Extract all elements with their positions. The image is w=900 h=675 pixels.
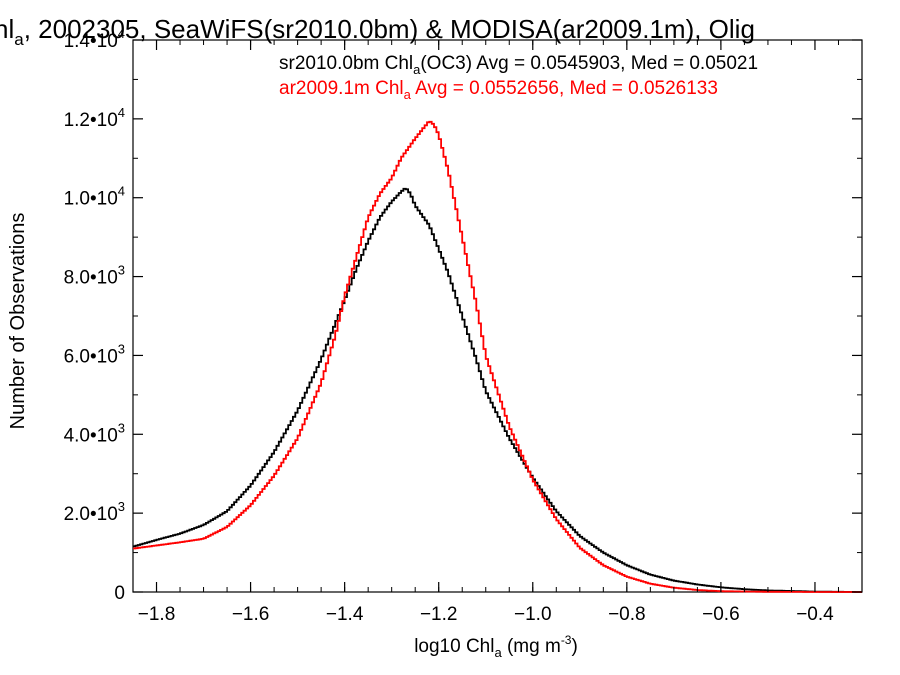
- chart-title-lead: hl: [0, 14, 14, 44]
- x-tick-label: −0.6: [702, 604, 740, 625]
- series-line-2: [133, 120, 862, 593]
- y-tick-label: 0: [114, 583, 125, 604]
- plot-frame: [132, 39, 863, 593]
- legend-entry-1: sr2010.0bm Chla(OC3) Avg = 0.0545903, Me…: [279, 53, 758, 77]
- legend: sr2010.0bm Chla(OC3) Avg = 0.0545903, Me…: [279, 53, 758, 102]
- y-axis-label: Number of Observations: [7, 213, 29, 430]
- x-tick-label: −1.4: [326, 604, 364, 625]
- y-tick-label: 1.0•104: [64, 184, 125, 210]
- chart-title: hla, 2002305, SeaWiFS(sr2010.0bm) & MODI…: [0, 14, 755, 49]
- y-tick-label: 1.4•104: [64, 26, 125, 52]
- x-axis-label: log10 Chla (mg m-3): [414, 633, 578, 660]
- x-tick-label: −0.8: [608, 604, 646, 625]
- y-tick-label: 6.0•103: [64, 341, 125, 367]
- axes-layer: −1.8 −1.6 −1.4 −1.2 −1.0 −0.8 −0.6 −0.4 0 2.0•103…: [64, 26, 863, 625]
- x-axis-label-mid: (mg m: [502, 636, 561, 657]
- x-tick-label: −1.0: [514, 604, 552, 625]
- plot-area: [132, 39, 863, 593]
- x-axis-label-sub: a: [494, 645, 502, 660]
- y-tick-label: 4.0•103: [64, 420, 125, 446]
- chart-title-rest: , 2002305, SeaWiFS(sr2010.0bm) & MODISA(…: [24, 14, 755, 44]
- x-tick-label: −1.6: [232, 604, 270, 625]
- y-tick-label: 8.0•103: [64, 263, 125, 289]
- y-tick-label: 2.0•103: [64, 499, 125, 525]
- x-tick-label: −1.8: [138, 604, 176, 625]
- series-line-1: [133, 187, 862, 593]
- x-axis-label-post: ): [571, 636, 577, 657]
- x-tick-label: −1.2: [420, 604, 458, 625]
- x-tick-label: −0.4: [796, 604, 834, 625]
- chart-title-lead-subscript: a: [14, 30, 24, 49]
- x-axis-label-sup: -3: [561, 633, 572, 647]
- y-tick-label: 1.2•104: [64, 105, 125, 131]
- series-layer: [133, 120, 862, 593]
- legend-entry-2: ar2009.1m Chla Avg = 0.0552656, Med = 0.…: [279, 78, 718, 102]
- x-axis-label-pre: log10 Chl: [414, 636, 494, 657]
